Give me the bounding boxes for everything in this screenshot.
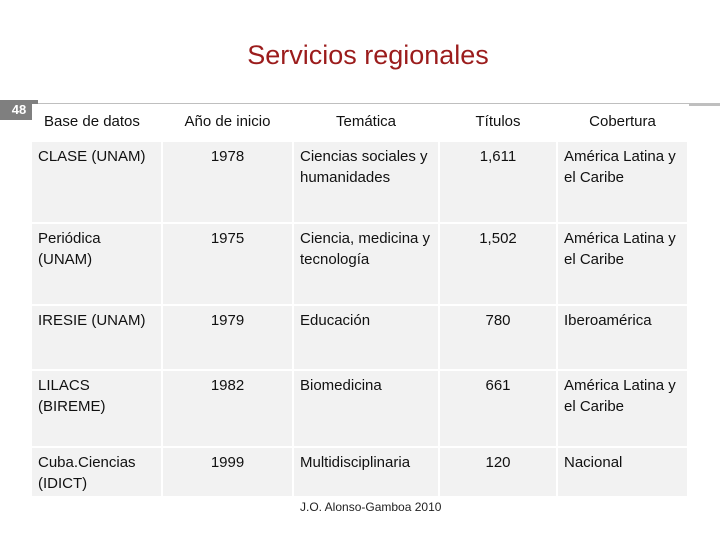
table-row: LILACS (BIREME) 1982 Biomedicina 661 Amé…	[32, 371, 689, 448]
header-ano-de-inicio: Año de inicio	[163, 104, 294, 142]
slide-title: Servicios regionales	[247, 40, 489, 70]
cell-inicio: 1979	[163, 306, 294, 371]
cell-titulos: 780	[440, 306, 558, 371]
cell-tematica: Multidisciplinaria	[294, 448, 440, 498]
table-row: Cuba.Ciencias (IDICT) 1999 Multidiscipli…	[32, 448, 689, 498]
cell-inicio: 1978	[163, 142, 294, 224]
header-tematica: Temática	[294, 104, 440, 142]
databases-table: Base de datos Año de inicio Temática Tít…	[32, 104, 689, 498]
cell-cobertura: Nacional	[558, 448, 689, 498]
header-cobertura: Cobertura	[558, 104, 689, 142]
cell-titulos: 661	[440, 371, 558, 448]
table-row: Periódica (UNAM) 1975 Ciencia, medicina …	[32, 224, 689, 306]
cell-base: LILACS (BIREME)	[32, 371, 163, 448]
cell-base: Cuba.Ciencias (IDICT)	[32, 448, 163, 498]
cell-cobertura: Iberoamérica	[558, 306, 689, 371]
table-row: CLASE (UNAM) 1978 Ciencias sociales y hu…	[32, 142, 689, 224]
cell-base: CLASE (UNAM)	[32, 142, 163, 224]
cell-tematica: Educación	[294, 306, 440, 371]
cell-inicio: 1999	[163, 448, 294, 498]
slide-number-badge: 48	[0, 100, 38, 120]
footer-credit: J.O. Alonso-Gamboa 2010	[300, 500, 442, 514]
cell-cobertura: América Latina y el Caribe	[558, 371, 689, 448]
cell-inicio: 1982	[163, 371, 294, 448]
cell-titulos: 1,611	[440, 142, 558, 224]
cell-tematica: Ciencias sociales y humanidades	[294, 142, 440, 224]
cell-titulos: 1,502	[440, 224, 558, 306]
cell-base: Periódica (UNAM)	[32, 224, 163, 306]
cell-cobertura: América Latina y el Caribe	[558, 142, 689, 224]
cell-base: IRESIE (UNAM)	[32, 306, 163, 371]
table-row: IRESIE (UNAM) 1979 Educación 780 Iberoam…	[32, 306, 689, 371]
cell-titulos: 120	[440, 448, 558, 498]
header-titulos: Títulos	[440, 104, 558, 142]
table-header-row: Base de datos Año de inicio Temática Tít…	[32, 104, 689, 142]
cell-inicio: 1975	[163, 224, 294, 306]
header-base-de-datos: Base de datos	[32, 104, 163, 142]
cell-tematica: Biomedicina	[294, 371, 440, 448]
cell-cobertura: América Latina y el Caribe	[558, 224, 689, 306]
cell-tematica: Ciencia, medicina y tecnología	[294, 224, 440, 306]
